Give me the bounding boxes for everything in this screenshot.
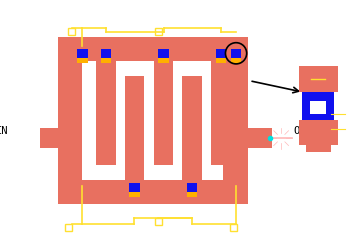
Bar xyxy=(310,101,326,114)
Text: IN: IN xyxy=(0,126,8,136)
Bar xyxy=(125,76,144,180)
Bar xyxy=(33,128,58,148)
Bar xyxy=(231,58,241,63)
Bar xyxy=(97,61,116,165)
Bar xyxy=(158,58,169,63)
Bar xyxy=(211,61,231,165)
Bar xyxy=(299,121,338,145)
Bar xyxy=(77,58,88,63)
Bar xyxy=(101,49,111,58)
Bar xyxy=(155,28,162,35)
Bar xyxy=(187,183,197,192)
Bar xyxy=(306,66,331,74)
Bar xyxy=(68,28,75,35)
Bar xyxy=(299,66,338,92)
Bar xyxy=(77,49,88,58)
Bar xyxy=(230,224,237,231)
Bar xyxy=(58,36,82,204)
Bar xyxy=(306,145,331,152)
Bar xyxy=(101,58,111,63)
Bar xyxy=(155,218,162,225)
Bar xyxy=(247,128,272,148)
Bar xyxy=(187,192,197,197)
Text: OUT: OUT xyxy=(294,126,313,136)
Bar xyxy=(231,49,241,58)
Bar xyxy=(216,49,226,58)
Bar xyxy=(182,76,202,180)
Bar xyxy=(65,224,72,231)
Bar xyxy=(299,133,338,143)
Bar xyxy=(129,192,140,197)
Bar xyxy=(223,36,247,204)
Bar xyxy=(129,183,140,192)
Bar xyxy=(58,36,247,61)
Bar xyxy=(158,49,169,58)
Bar xyxy=(154,61,173,165)
Bar xyxy=(58,180,247,204)
Bar xyxy=(216,58,226,63)
Bar xyxy=(302,92,334,135)
